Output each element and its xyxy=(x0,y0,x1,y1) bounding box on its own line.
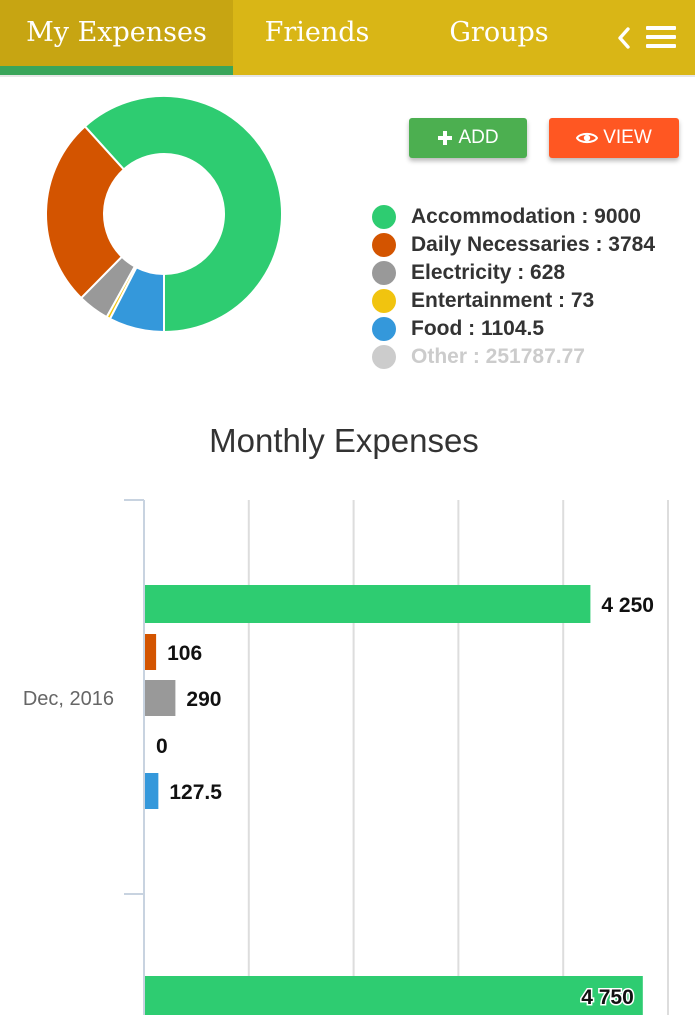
add-button[interactable]: ADD xyxy=(409,118,527,158)
bar-daily-necessaries[interactable] xyxy=(145,634,157,670)
eye-icon xyxy=(576,132,599,144)
legend-dot xyxy=(372,261,396,285)
donut-slice-accommodation[interactable] xyxy=(83,95,283,334)
legend-item-food[interactable]: Food : 1104.5 xyxy=(372,315,655,343)
legend-item-entertainment[interactable]: Entertainment : 73 xyxy=(372,287,655,315)
legend-label: Food : 1104.5 xyxy=(411,317,545,340)
bar-value-label: 127.5 xyxy=(169,781,222,804)
legend-item-accommodation[interactable]: Accommodation : 9000 xyxy=(372,203,655,231)
active-tab-indicator xyxy=(0,66,233,75)
legend-dot xyxy=(372,205,396,229)
legend-label: Accommodation : 9000 xyxy=(411,205,641,228)
top-nav-bar: My Expenses Friends Groups xyxy=(0,0,695,77)
legend-dot xyxy=(372,345,396,369)
view-button-label: VIEW xyxy=(603,127,652,148)
bar-accommodation[interactable] xyxy=(145,585,591,623)
bar-electricity[interactable] xyxy=(145,680,176,716)
legend-label: Electricity : 628 xyxy=(411,261,566,284)
legend-item-electricity[interactable]: Electricity : 628 xyxy=(372,259,655,287)
bar-value-label: 4 250 xyxy=(601,594,654,617)
legend-label: Other : 251787.77 xyxy=(411,345,585,368)
legend-dot xyxy=(372,289,396,313)
legend-label: Daily Necessaries : 3784 xyxy=(411,233,656,256)
tab-friends[interactable]: Friends xyxy=(264,17,370,48)
bar-food[interactable] xyxy=(145,773,159,809)
legend-dot xyxy=(372,233,396,257)
add-button-label: ADD xyxy=(458,127,499,148)
bar-value-label: 106 xyxy=(167,642,202,665)
donut-legend: Accommodation : 9000 Daily Necessaries :… xyxy=(372,203,655,371)
legend-label: Entertainment : 73 xyxy=(411,289,595,312)
legend-dot xyxy=(372,317,396,341)
chart-title: Monthly Expenses xyxy=(209,422,479,459)
legend-item-daily-necessaries[interactable]: Daily Necessaries : 3784 xyxy=(372,231,655,259)
bar-value-label: 290 xyxy=(186,688,221,711)
bar-accommodation-next[interactable] xyxy=(145,976,643,1015)
view-button[interactable]: VIEW xyxy=(549,118,679,158)
bar-value-label: 4 750 xyxy=(581,986,634,1009)
y-axis-category-label: Dec, 2016 xyxy=(23,688,114,710)
donut-slice-daily-necessaries[interactable] xyxy=(45,125,126,300)
hamburger-menu-icon[interactable] xyxy=(646,24,676,50)
plus-icon xyxy=(438,131,453,145)
chevron-left-icon[interactable] xyxy=(612,18,636,58)
donut-slice-food[interactable] xyxy=(108,265,165,334)
legend-item-other[interactable]: Other : 251787.77 xyxy=(372,343,655,371)
expense-donut-chart xyxy=(45,95,283,334)
tab-groups[interactable]: Groups xyxy=(449,17,549,48)
bar-value-label: 0 xyxy=(156,735,168,758)
tab-my-expenses[interactable]: My Expenses xyxy=(0,0,233,75)
